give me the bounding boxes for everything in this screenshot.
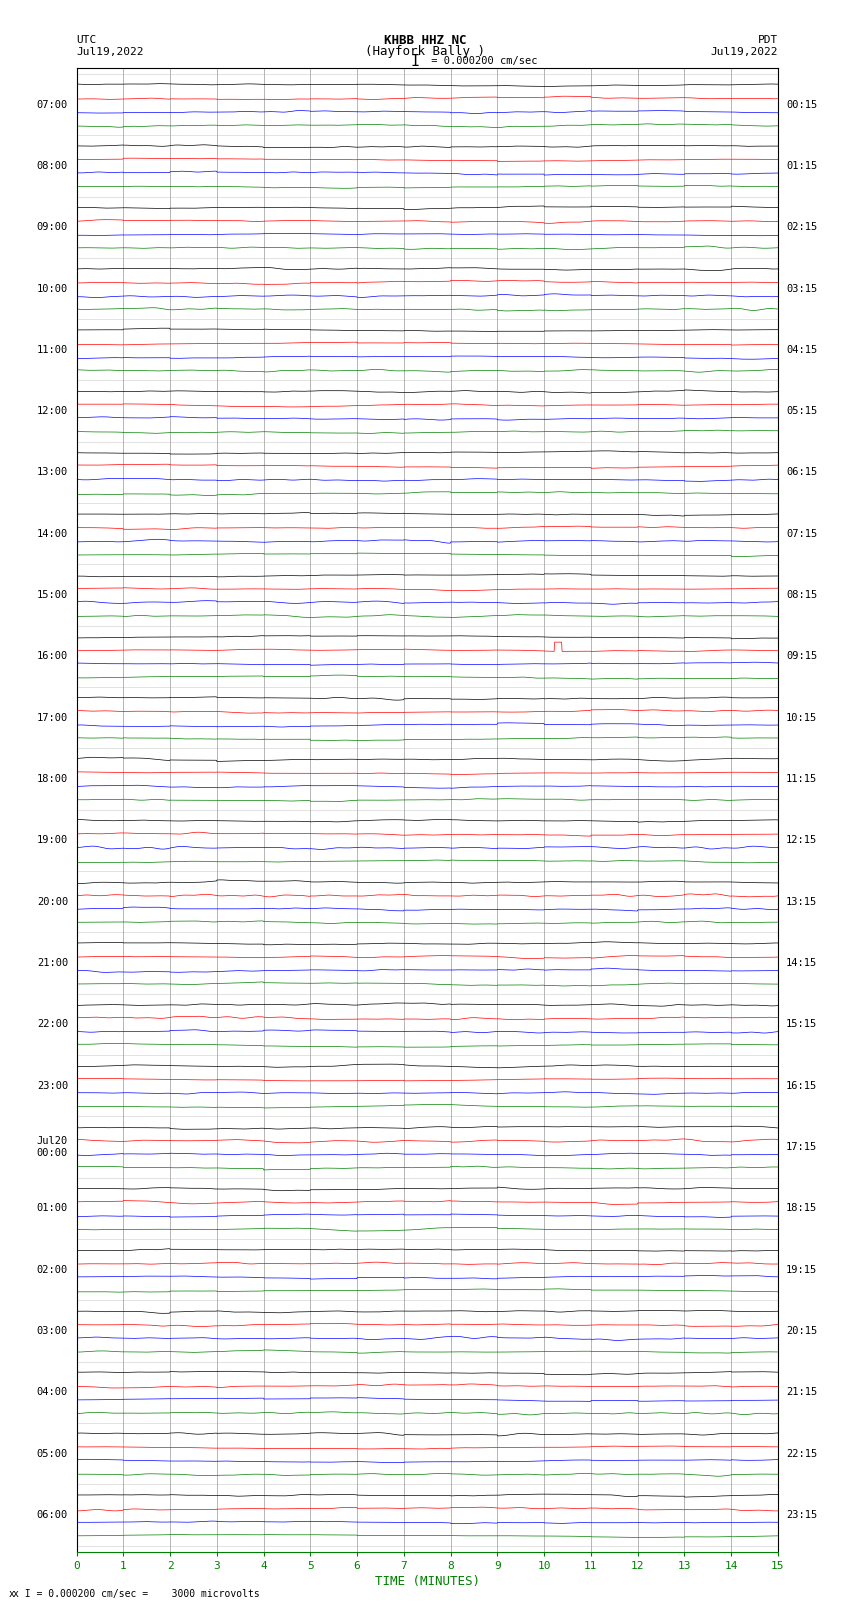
- Text: 21:00: 21:00: [37, 958, 68, 968]
- Text: 17:00: 17:00: [37, 713, 68, 723]
- Text: 20:00: 20:00: [37, 897, 68, 907]
- Text: 05:00: 05:00: [37, 1448, 68, 1458]
- Text: 16:00: 16:00: [37, 652, 68, 661]
- Text: Jul20
00:00: Jul20 00:00: [37, 1136, 68, 1158]
- Text: 15:00: 15:00: [37, 590, 68, 600]
- Text: 06:00: 06:00: [37, 1510, 68, 1519]
- Text: 05:15: 05:15: [786, 406, 818, 416]
- Text: 11:15: 11:15: [786, 774, 818, 784]
- Text: 12:00: 12:00: [37, 406, 68, 416]
- Text: 04:15: 04:15: [786, 345, 818, 355]
- Text: 16:15: 16:15: [786, 1081, 818, 1090]
- Text: 07:15: 07:15: [786, 529, 818, 539]
- Text: 04:00: 04:00: [37, 1387, 68, 1397]
- Text: 08:00: 08:00: [37, 161, 68, 171]
- Text: 03:00: 03:00: [37, 1326, 68, 1336]
- Text: I: I: [411, 53, 419, 69]
- Text: 02:15: 02:15: [786, 223, 818, 232]
- Text: Jul19,2022: Jul19,2022: [76, 47, 144, 56]
- Text: 14:15: 14:15: [786, 958, 818, 968]
- Text: 01:00: 01:00: [37, 1203, 68, 1213]
- Text: 18:15: 18:15: [786, 1203, 818, 1213]
- Text: 07:00: 07:00: [37, 100, 68, 110]
- X-axis label: TIME (MINUTES): TIME (MINUTES): [375, 1574, 479, 1587]
- Text: 06:15: 06:15: [786, 468, 818, 477]
- Text: 23:00: 23:00: [37, 1081, 68, 1090]
- Text: PDT: PDT: [757, 35, 778, 45]
- Text: x I = 0.000200 cm/sec =    3000 microvolts: x I = 0.000200 cm/sec = 3000 microvolts: [13, 1589, 259, 1598]
- Text: 01:15: 01:15: [786, 161, 818, 171]
- Text: 15:15: 15:15: [786, 1019, 818, 1029]
- Text: 11:00: 11:00: [37, 345, 68, 355]
- Text: 02:00: 02:00: [37, 1265, 68, 1274]
- Text: 17:15: 17:15: [786, 1142, 818, 1152]
- Text: 10:15: 10:15: [786, 713, 818, 723]
- Text: 10:00: 10:00: [37, 284, 68, 294]
- Text: x: x: [8, 1589, 14, 1598]
- Text: 00:15: 00:15: [786, 100, 818, 110]
- Text: 22:00: 22:00: [37, 1019, 68, 1029]
- Text: 14:00: 14:00: [37, 529, 68, 539]
- Text: 12:15: 12:15: [786, 836, 818, 845]
- Text: 09:15: 09:15: [786, 652, 818, 661]
- Text: 20:15: 20:15: [786, 1326, 818, 1336]
- Text: 13:00: 13:00: [37, 468, 68, 477]
- Text: 13:15: 13:15: [786, 897, 818, 907]
- Text: = 0.000200 cm/sec: = 0.000200 cm/sec: [425, 56, 537, 66]
- Text: 19:00: 19:00: [37, 836, 68, 845]
- Text: 19:15: 19:15: [786, 1265, 818, 1274]
- Text: 18:00: 18:00: [37, 774, 68, 784]
- Text: 03:15: 03:15: [786, 284, 818, 294]
- Text: 22:15: 22:15: [786, 1448, 818, 1458]
- Text: 08:15: 08:15: [786, 590, 818, 600]
- Text: UTC: UTC: [76, 35, 97, 45]
- Text: Jul19,2022: Jul19,2022: [711, 47, 778, 56]
- Text: 23:15: 23:15: [786, 1510, 818, 1519]
- Text: (Hayfork Bally ): (Hayfork Bally ): [365, 45, 485, 58]
- Text: 21:15: 21:15: [786, 1387, 818, 1397]
- Text: 09:00: 09:00: [37, 223, 68, 232]
- Text: KHBB HHZ NC: KHBB HHZ NC: [383, 34, 467, 47]
